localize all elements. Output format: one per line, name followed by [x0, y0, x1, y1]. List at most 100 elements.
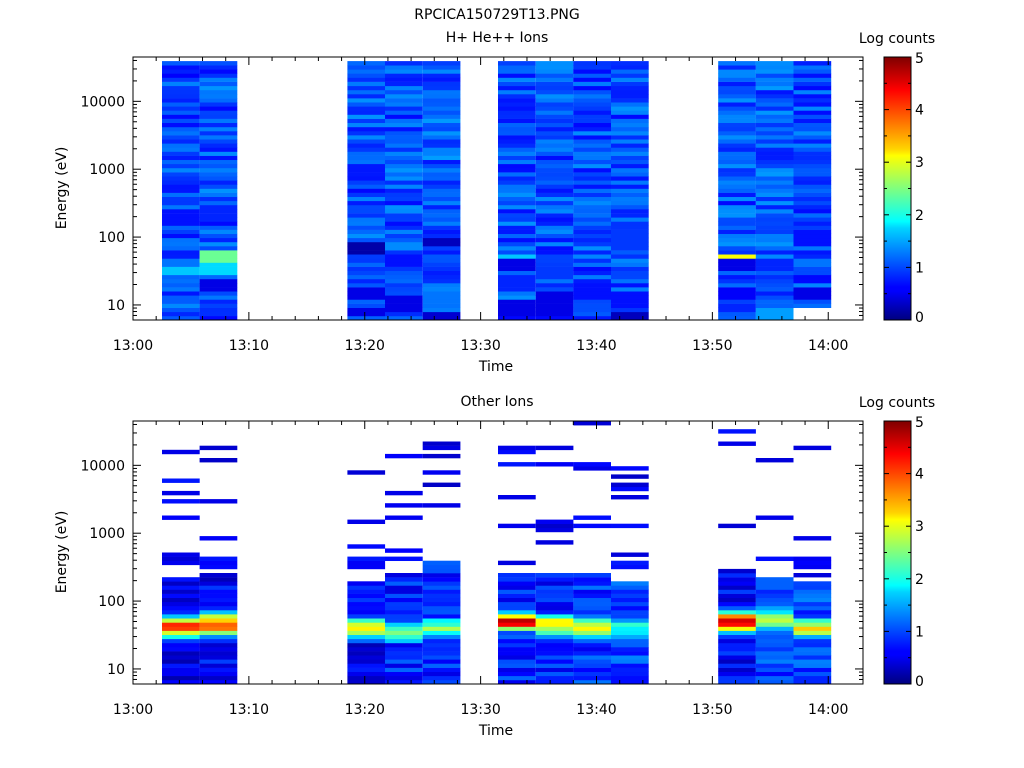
heatmap-cell	[498, 671, 536, 677]
heatmap-cell	[793, 221, 832, 226]
heatmap-cell	[422, 303, 461, 309]
heatmap-cell	[385, 213, 423, 218]
heatmap-cell	[535, 307, 574, 313]
heatmap-cell	[793, 188, 832, 193]
heatmap-cell	[199, 642, 238, 648]
heatmap-cell	[718, 589, 756, 594]
heatmap-cell	[347, 667, 386, 673]
heatmap-cell	[755, 266, 794, 272]
heatmap-cell	[385, 180, 423, 185]
heatmap-cell	[385, 233, 423, 239]
colorbar	[883, 420, 912, 685]
heatmap-cell	[573, 225, 611, 230]
heatmap-cell	[422, 262, 461, 267]
heatmap-cell	[611, 77, 649, 82]
heatmap-cell	[718, 61, 756, 66]
heatmap-cell	[755, 515, 794, 520]
heatmap-cell	[535, 89, 574, 95]
heatmap-cell	[199, 630, 238, 636]
heatmap-cell	[535, 523, 574, 529]
heatmap-cell	[422, 605, 461, 611]
heatmap-cell	[162, 622, 200, 627]
heatmap-cell	[793, 589, 832, 594]
heatmap-cell	[793, 143, 832, 148]
heatmap-cell	[498, 135, 536, 140]
heatmap-cell	[347, 283, 386, 288]
heatmap-cell	[611, 593, 649, 599]
heatmap-cell	[611, 630, 649, 636]
heatmap-cell	[755, 556, 794, 562]
heatmap-cell	[755, 94, 794, 99]
heatmap-cell	[422, 77, 461, 82]
heatmap-cell	[385, 221, 423, 226]
heatmap-cell	[793, 291, 832, 296]
heatmap-cell	[793, 237, 832, 243]
heatmap-cell	[718, 143, 756, 148]
y-axis-label: Energy (eV)	[54, 511, 70, 594]
heatmap-cell	[755, 291, 794, 296]
heatmap-cell	[793, 225, 832, 230]
heatmap-cell	[422, 274, 461, 280]
heatmap-cell	[422, 568, 461, 574]
heatmap-cell	[199, 213, 238, 218]
heatmap-cell	[498, 278, 536, 284]
heatmap-cell	[347, 303, 386, 309]
heatmap-cell	[718, 667, 756, 673]
heatmap-cell	[611, 474, 649, 479]
heatmap-cell	[535, 445, 574, 451]
heatmap-cell	[535, 638, 574, 644]
heatmap-cell	[535, 176, 574, 181]
heatmap-cell	[573, 601, 611, 607]
heatmap-cell	[793, 560, 832, 566]
heatmap-cell	[347, 114, 386, 119]
heatmap-cell	[793, 274, 832, 280]
heatmap-cell	[793, 135, 832, 140]
panel-title: H+ He++ Ions	[446, 30, 549, 46]
heatmap-cell	[498, 283, 536, 288]
heatmap-cell	[611, 585, 649, 590]
heatmap-cell	[498, 659, 536, 664]
heatmap-cell	[385, 581, 423, 586]
heatmap-cell	[347, 560, 386, 566]
heatmap-cell	[385, 114, 423, 119]
heatmap-cell	[535, 98, 574, 103]
heatmap-cell	[199, 159, 238, 165]
heatmap-cell	[718, 630, 756, 636]
heatmap-cell	[162, 589, 200, 594]
heatmap-cell	[347, 655, 386, 660]
heatmap-cell	[422, 482, 461, 488]
heatmap-cell	[498, 315, 536, 321]
heatmap-cell	[573, 462, 611, 467]
x-tick-label: 14:00	[808, 338, 848, 354]
heatmap-cell	[498, 77, 536, 82]
heatmap-cell	[755, 102, 794, 107]
heatmap-cell	[611, 250, 649, 255]
heatmap-cell	[385, 118, 423, 124]
heatmap-cell	[611, 667, 649, 673]
heatmap-cell	[611, 618, 649, 623]
heatmap-cell	[498, 250, 536, 255]
heatmap-cell	[535, 237, 574, 243]
heatmap-cell	[422, 634, 461, 640]
heatmap-cell	[718, 233, 756, 239]
heatmap-cell	[793, 176, 832, 181]
heatmap-cell	[162, 184, 200, 189]
heatmap-cell	[573, 163, 611, 169]
heatmap-cell	[162, 605, 200, 611]
heatmap-cell	[755, 89, 794, 95]
heatmap-cell	[535, 110, 574, 115]
heatmap-cell	[718, 250, 756, 255]
heatmap-cell	[199, 147, 238, 152]
heatmap-cell	[347, 299, 386, 304]
heatmap-cell	[611, 254, 649, 259]
heatmap-cell	[755, 614, 794, 619]
heatmap-cell	[385, 106, 423, 111]
heatmap-cell	[793, 155, 832, 161]
heatmap-cell	[347, 278, 386, 284]
heatmap-cell	[573, 139, 611, 144]
heatmap-cell	[199, 667, 238, 673]
heatmap-cell	[422, 122, 461, 128]
heatmap-cell	[498, 634, 536, 640]
heatmap-cell	[718, 106, 756, 111]
